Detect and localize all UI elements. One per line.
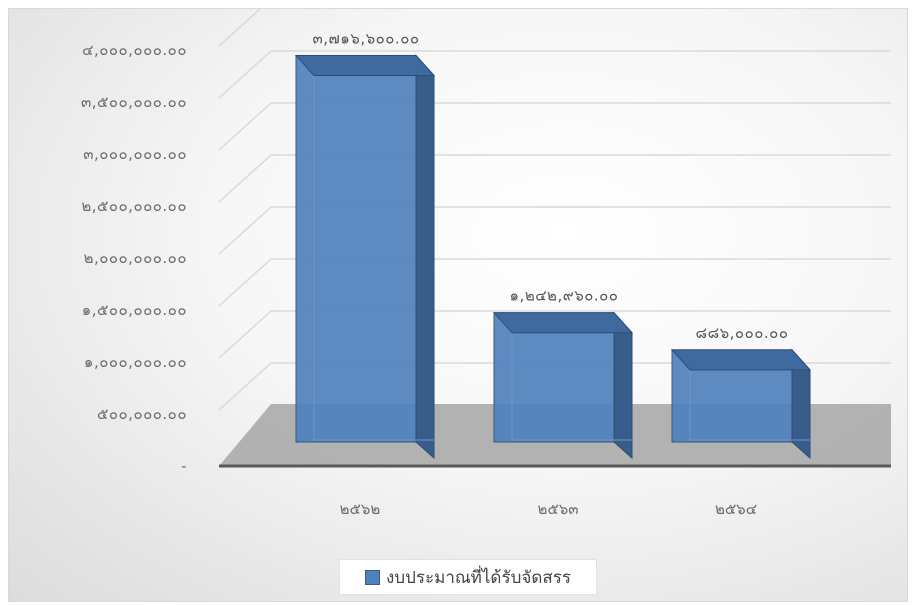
y-tick-label: ๑,๐๐๐,๐๐๐.๐๐ — [84, 353, 187, 371]
gridline-diagonal — [218, 310, 272, 359]
legend-label: งบประมาณที่ได้รับจัดสรร — [385, 567, 572, 588]
y-tick-label: ๑,๕๐๐,๐๐๐.๐๐ — [82, 301, 187, 319]
bar-side — [415, 54, 435, 460]
gridline-diagonal — [218, 102, 272, 151]
chart-canvas: - ๕๐๐,๐๐๐.๐๐ ๑,๐๐๐,๐๐๐.๐๐ ๑,๕๐๐,๐๐๐.๐๐ ๒,๐๐๐… — [81, 9, 891, 518]
y-tick-label: ๒,๕๐๐,๐๐๐.๐๐ — [81, 197, 187, 215]
x-tick-label: ๒๕๖๓ — [537, 500, 578, 518]
bar-side — [613, 311, 633, 460]
y-tick-label: ๒,๐๐๐,๐๐๐.๐๐ — [84, 249, 187, 267]
data-label: ๘๘๖,๐๐๐.๐๐ — [696, 324, 789, 342]
bar — [295, 54, 417, 443]
data-label: ๓,๗๑๖,๖๐๐.๐๐ — [312, 29, 419, 47]
bar-top — [670, 349, 812, 371]
gridline-diagonal — [218, 50, 272, 99]
bar-top — [492, 312, 634, 334]
legend-swatch — [364, 569, 380, 585]
y-tick-label: ๕๐๐,๐๐๐.๐๐ — [97, 405, 187, 423]
y-tick-label: ๓,๕๐๐,๐๐๐.๐๐ — [81, 93, 187, 111]
chart-area: - ๕๐๐,๐๐๐.๐๐ ๑,๐๐๐,๐๐๐.๐๐ ๑,๕๐๐,๐๐๐.๐๐ ๒,๐๐๐… — [8, 8, 908, 602]
y-tick-label: ๓,๐๐๐,๐๐๐.๐๐ — [83, 145, 187, 163]
y-tick-label: ๔,๐๐๐,๐๐๐.๐๐ — [82, 41, 187, 59]
bar-top — [294, 54, 436, 76]
data-label: ๑,๒๔๒,๙๖๐.๐๐ — [510, 287, 619, 305]
gridline-diagonal — [218, 362, 272, 411]
x-tick-label: ๒๕๖๔ — [715, 500, 757, 518]
x-tick-label: ๒๕๖๒ — [340, 500, 381, 518]
gridline-diagonal — [218, 258, 272, 307]
gridline-diagonal — [218, 9, 262, 47]
y-tick-label: - — [181, 457, 187, 475]
legend: งบประมาณที่ได้รับจัดสรร — [339, 559, 597, 595]
bar — [493, 312, 615, 443]
gridline-diagonal — [218, 154, 272, 203]
gridline-diagonal — [218, 206, 272, 255]
